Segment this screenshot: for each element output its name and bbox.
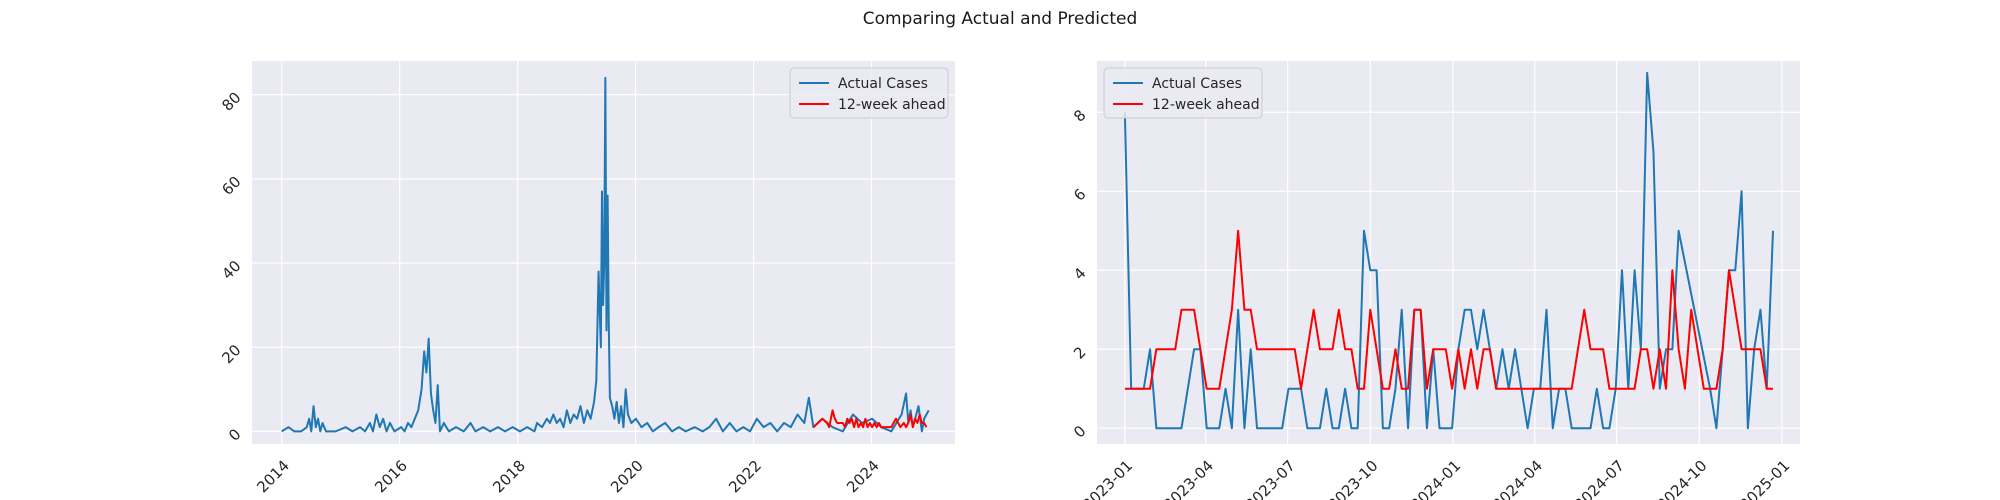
x-tick-label: 2018: [489, 457, 529, 497]
x-tick-label: 2023-07: [1242, 457, 1299, 500]
legend: Actual Cases 12-week ahead: [1103, 67, 1263, 119]
y-tick-label: 20: [218, 341, 244, 367]
y-tick-label: 0: [225, 425, 244, 444]
x-tick-label: 2024-07: [1571, 457, 1628, 500]
y-tick-label: 8: [1070, 106, 1089, 125]
legend: Actual Cases 12-week ahead: [789, 67, 949, 119]
x-tick-label: 2023-01: [1079, 457, 1136, 500]
y-tick-label: 4: [1070, 264, 1089, 283]
right-chart-panel: 2023-01 2023-04 2023-07 2023-10 2024-01 2024-…: [1070, 61, 1800, 500]
actual-cases-line: [1123, 71, 1775, 430]
x-tick-label: 2014: [253, 457, 293, 497]
x-tick-label: 2024-10: [1654, 457, 1711, 500]
x-tick-label: 2023-04: [1160, 457, 1217, 500]
x-tick-label: 2024-01: [1407, 457, 1464, 500]
actual-cases-line: [281, 76, 930, 433]
legend-box: [1103, 67, 1263, 119]
x-tick-label: 2024-04: [1489, 457, 1546, 500]
legend-actual-label: Actual Cases: [838, 76, 928, 92]
x-tick-label: 2016: [371, 457, 411, 497]
x-tick-label: 2024: [843, 457, 883, 497]
left-chart-panel: 2014 2016 2018 2020 2022 2024 0 20 40 60 80 Actual …: [218, 61, 955, 496]
y-tick-label: 6: [1070, 185, 1089, 204]
x-tick-label: 2025-01: [1736, 457, 1793, 500]
y-tick-label: 40: [218, 257, 244, 283]
x-tick-label: 2022: [725, 457, 765, 497]
prediction-line: [812, 409, 928, 429]
y-tick-label: 2: [1070, 343, 1089, 362]
figure-title: Comparing Actual and Predicted: [863, 9, 1138, 29]
legend-box: [789, 67, 949, 119]
y-tick-label: 60: [218, 173, 244, 199]
x-tick-label: 2023-10: [1325, 457, 1382, 500]
prediction-line: [1124, 229, 1774, 390]
legend-prediction-label: 12-week ahead: [1152, 97, 1260, 113]
legend-actual-label: Actual Cases: [1152, 76, 1242, 92]
x-tick-label: 2020: [607, 457, 647, 497]
y-tick-label: 80: [218, 88, 244, 114]
legend-prediction-label: 12-week ahead: [838, 97, 946, 113]
y-tick-label: 0: [1070, 422, 1089, 441]
